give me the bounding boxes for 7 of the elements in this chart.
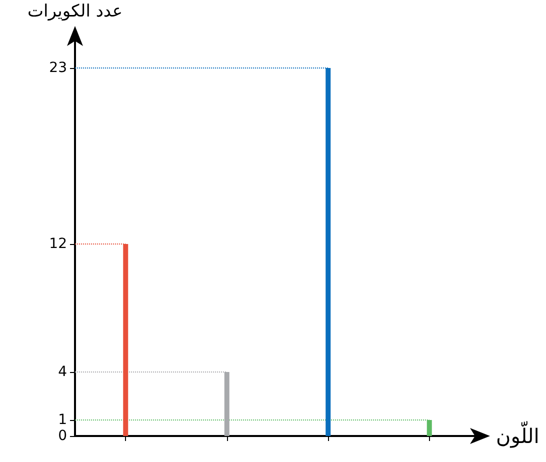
y-tick-label: 23 [49,60,67,76]
y-tick-label: 1 [58,412,67,428]
y-tick-label: 12 [49,236,67,252]
y-axis-title: عدد الكويرات [28,2,122,22]
y-tick-label: 4 [58,364,68,380]
y-tick-label: 0 [58,428,67,444]
x-axis-title: اللّون [496,420,540,448]
